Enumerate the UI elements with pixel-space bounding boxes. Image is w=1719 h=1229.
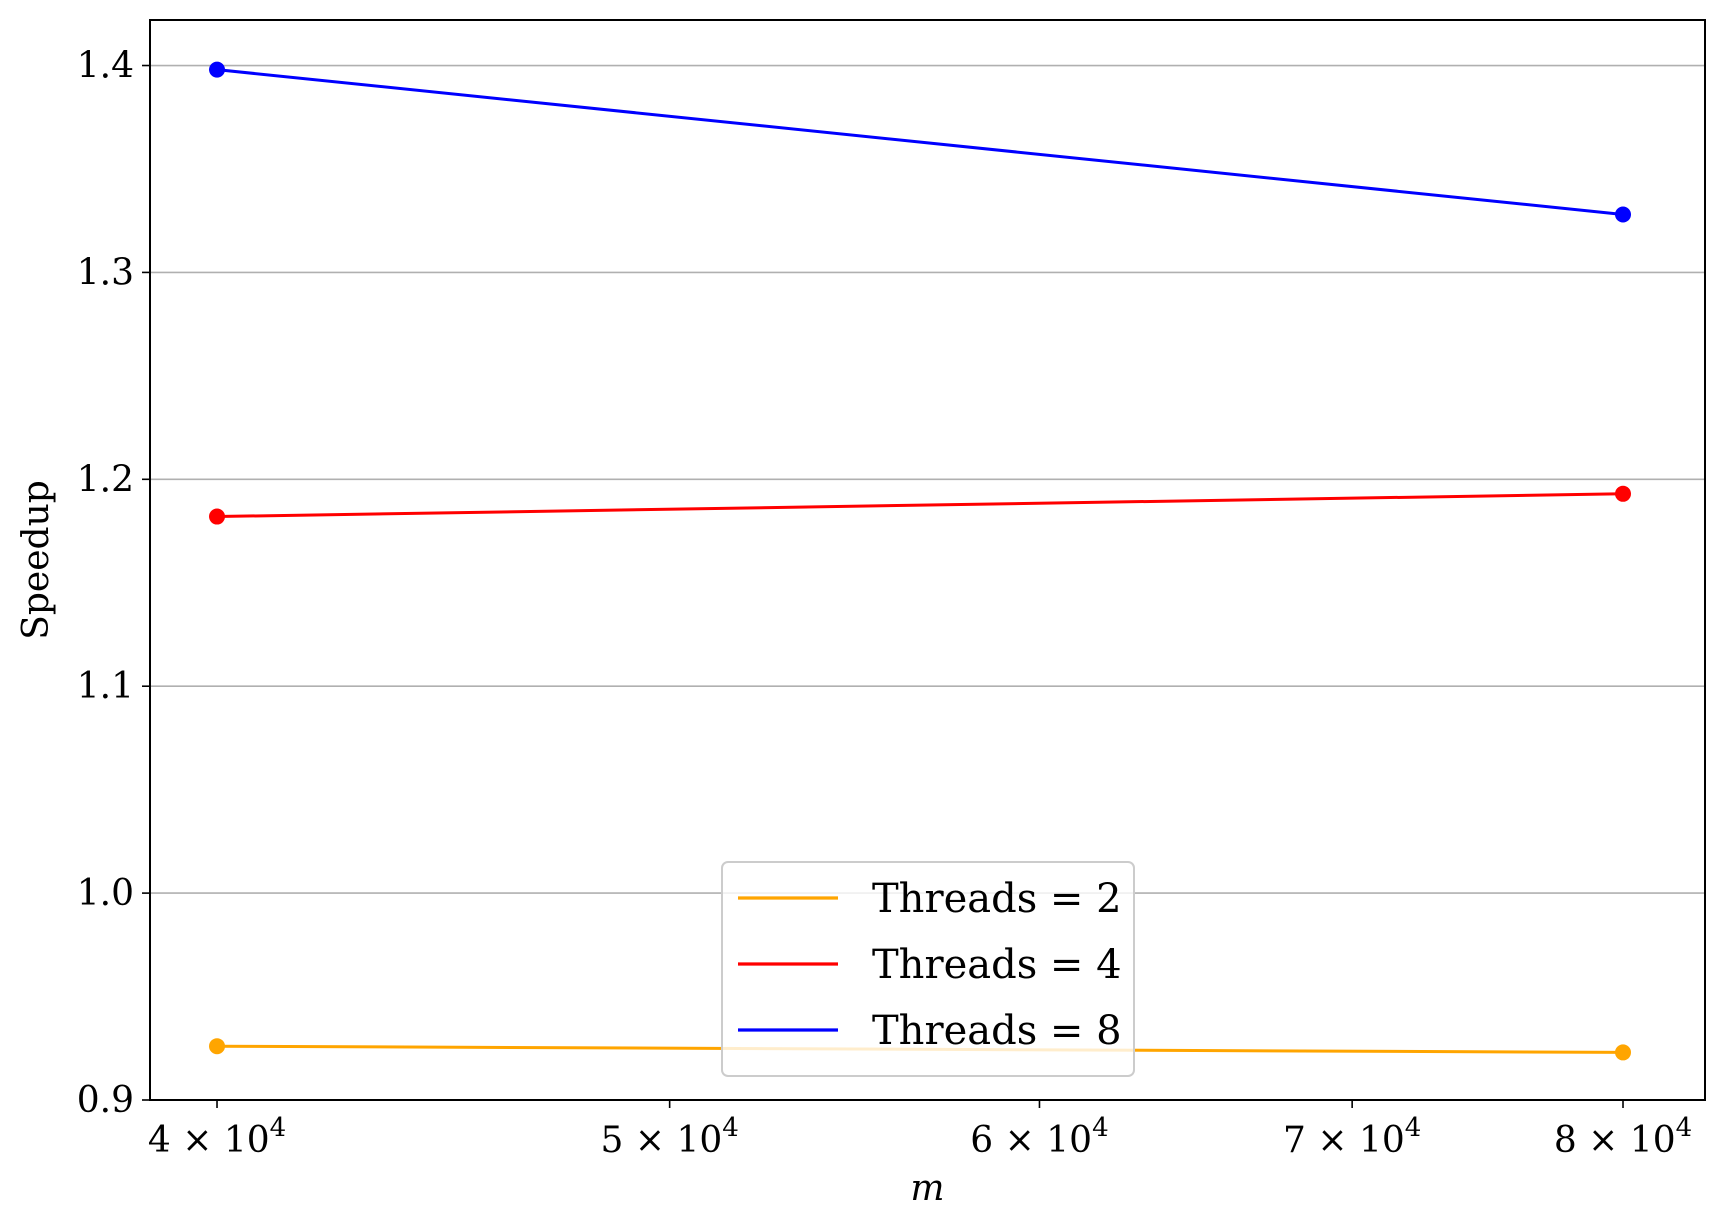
y-tick-label: 1.3 bbox=[77, 252, 134, 293]
y-tick-label: 1.0 bbox=[77, 873, 134, 914]
ticks-layer: 0.91.01.11.21.31.44 × 104 5 × 104 6 × 104 7… bbox=[77, 46, 1692, 1161]
x-tick-label: 6 × 104 bbox=[970, 1113, 1108, 1161]
y-tick-label: 1.4 bbox=[77, 46, 134, 87]
data-point bbox=[1615, 1044, 1632, 1061]
y-tick-label: 1.1 bbox=[77, 666, 134, 707]
x-tick-label: 5 × 104 bbox=[600, 1113, 738, 1161]
x-tick-label-base: 10 bbox=[676, 1120, 722, 1161]
x-tick-label-base: 10 bbox=[1359, 1120, 1405, 1161]
x-tick-label-mantissa: 6 bbox=[970, 1120, 993, 1161]
x-tick-label-times: × bbox=[1306, 1120, 1359, 1161]
x-tick-label: 4 × 104 bbox=[148, 1113, 286, 1161]
x-tick-label-mantissa: 7 bbox=[1283, 1120, 1306, 1161]
x-tick-label-exp: 4 bbox=[1405, 1113, 1422, 1143]
x-tick-label: 8 × 104 bbox=[1554, 1113, 1692, 1161]
plot-frame bbox=[149, 19, 1706, 1101]
x-axis-label: m bbox=[910, 1168, 944, 1209]
series-line-threads-8 bbox=[216, 68, 1624, 216]
x-tick-label-exp: 4 bbox=[1676, 1113, 1693, 1143]
x-tick-label-exp: 4 bbox=[722, 1113, 739, 1143]
data-point bbox=[209, 61, 226, 78]
x-tick-label-base: 10 bbox=[224, 1120, 270, 1161]
data-point bbox=[1615, 485, 1632, 502]
x-tick-label-times: × bbox=[1577, 1120, 1630, 1161]
x-tick-label-times: × bbox=[623, 1120, 676, 1161]
x-tick-label-mantissa: 5 bbox=[600, 1120, 623, 1161]
data-point bbox=[209, 1038, 226, 1055]
data-point bbox=[209, 508, 226, 525]
x-tick-label-mantissa: 8 bbox=[1554, 1120, 1577, 1161]
y-tick-label: 0.9 bbox=[77, 1080, 134, 1121]
x-tick-label-mantissa: 4 bbox=[148, 1120, 171, 1161]
x-tick-label-times: × bbox=[993, 1120, 1046, 1161]
y-tick-label: 1.2 bbox=[77, 459, 134, 500]
data-point bbox=[1615, 206, 1632, 223]
legend-label: Threads = 8 bbox=[872, 1008, 1122, 1054]
legend: Threads = 2 Threads = 4 Threads = 8 bbox=[721, 861, 1135, 1077]
series-line-threads-4 bbox=[216, 492, 1624, 519]
x-tick-label-times: × bbox=[171, 1120, 224, 1161]
x-tick-label-base: 10 bbox=[1630, 1120, 1676, 1161]
y-axis-label: Speedup bbox=[16, 480, 57, 640]
legend-label: Threads = 2 bbox=[872, 876, 1122, 922]
x-tick-label: 7 × 104 bbox=[1283, 1113, 1421, 1161]
legend-box bbox=[721, 861, 1135, 1077]
x-tick-label-base: 10 bbox=[1046, 1120, 1092, 1161]
x-tick-label-exp: 4 bbox=[1092, 1113, 1109, 1143]
legend-label: Threads = 4 bbox=[872, 942, 1122, 988]
x-tick-label-exp: 4 bbox=[270, 1113, 287, 1143]
